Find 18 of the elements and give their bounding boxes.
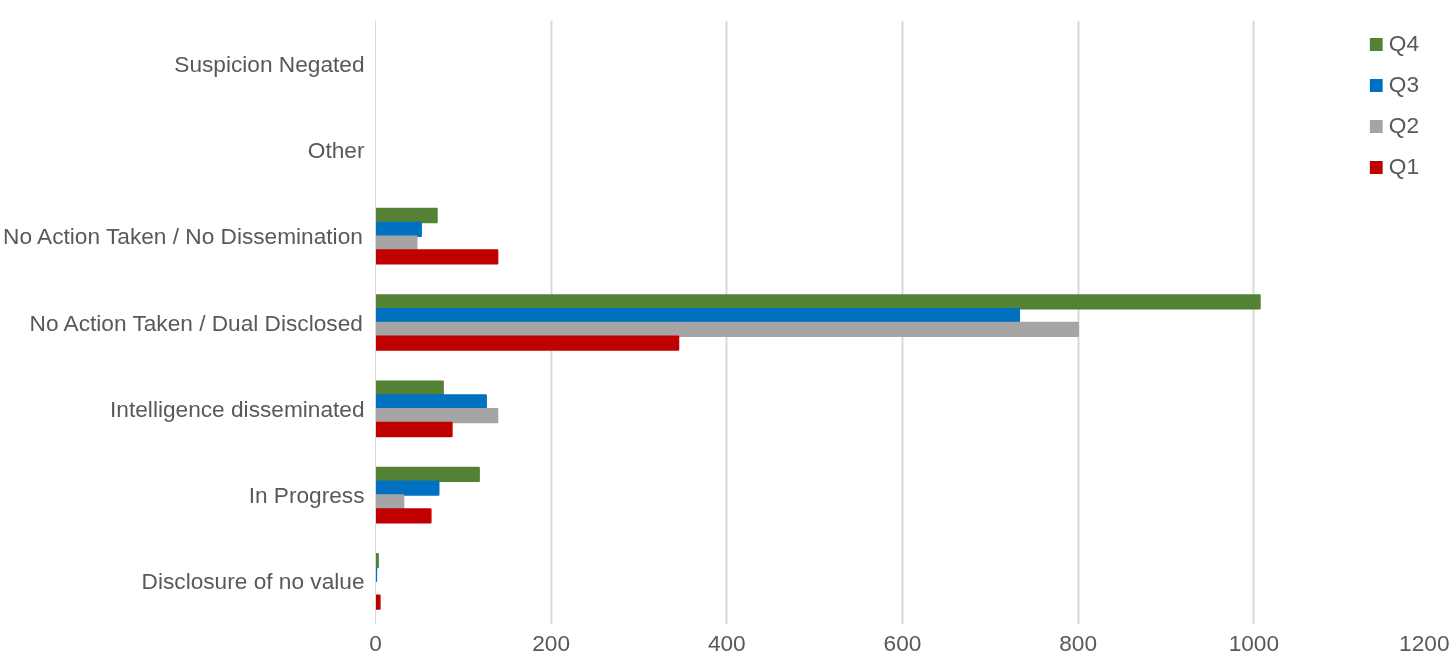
y-tick-label: Suspicion Negated bbox=[174, 50, 365, 77]
legend-label: Q3 bbox=[1388, 71, 1419, 98]
legend-label: Q4 bbox=[1388, 30, 1419, 57]
y-tick-label: In Progress bbox=[248, 482, 365, 509]
x-tick-label: 1200 bbox=[1399, 629, 1449, 653]
x-tick-label: 1000 bbox=[1228, 629, 1280, 653]
y-tick-label: No Action Taken / Dual Disclosed bbox=[29, 309, 363, 336]
x-tick-label: 200 bbox=[532, 629, 571, 653]
y-tick-label: Intelligence disseminated bbox=[110, 395, 365, 422]
y-tick-label: Disclosure of no value bbox=[141, 568, 365, 595]
y-tick-label: Other bbox=[307, 136, 365, 163]
x-tick-label: 0 bbox=[369, 629, 382, 653]
legend-label: Q2 bbox=[1388, 112, 1419, 139]
x-tick-label: 600 bbox=[883, 629, 922, 653]
legend-label: Q1 bbox=[1388, 153, 1419, 180]
y-tick-label: No Action Taken / No Dissemination bbox=[3, 223, 363, 250]
x-tick-label: 400 bbox=[707, 629, 746, 653]
x-tick-label: 800 bbox=[1059, 629, 1098, 653]
